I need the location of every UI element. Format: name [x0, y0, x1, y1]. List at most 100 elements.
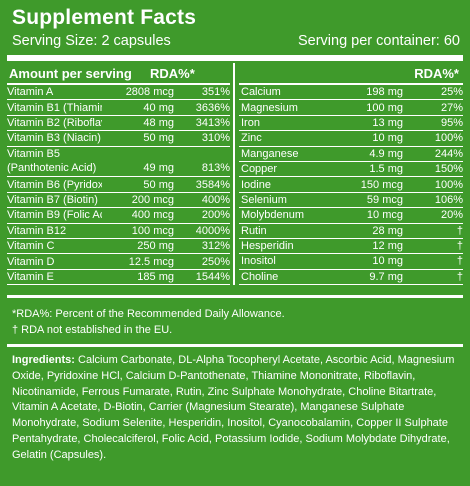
ingredients-section: Ingredients: Calcium Carbonate, DL-Alpha… — [7, 344, 463, 464]
table-row: Vitamin B3 (Niacin) 50 mg 310% — [7, 131, 230, 147]
nutrient-amount: 9.7 mg — [369, 270, 403, 283]
nutrient-name: Vitamin A — [7, 86, 54, 99]
table-row: Zinc 10 mg 100% — [239, 131, 463, 147]
nutrient-rda: 1544% — [195, 270, 230, 283]
section-divider — [7, 295, 463, 299]
footnote-rda: *RDA%: Percent of the Recommended Daily … — [12, 308, 285, 321]
row-second-line: (Panthotenic Acid) 49 mg 813% — [7, 161, 230, 175]
nutrient-name: Copper — [241, 163, 278, 176]
nutrient-name: Zinc — [241, 132, 262, 145]
nutrient-amount: 10 mg — [372, 255, 403, 268]
right-rda-header: RDA%* — [414, 65, 459, 81]
nutrient-amount: 12.5 mcg — [128, 255, 174, 268]
table-row: Vitamin C 250 mg 312% — [7, 239, 230, 255]
table-row: Vitamin B7 (Biotin) 200 mcg 400% — [7, 193, 230, 209]
nutrient-name: Vitamin B2 (Riboflavin) — [7, 116, 102, 129]
nutrient-rda: 200% — [201, 209, 230, 222]
nutrient-rda: 95% — [440, 116, 463, 129]
nutrient-amount: 12 mg — [372, 240, 403, 253]
nutrient-rda: 250% — [201, 255, 230, 268]
table-row: Vitamin B1 (Thiamine) 40 mg 3636% — [7, 100, 230, 116]
nutrient-name: Vitamin B1 (Thiamine) — [7, 101, 102, 114]
nutrient-amount: 2808 mcg — [125, 86, 174, 99]
nutrient-rda: 150% — [434, 163, 463, 176]
nutrient-rda: 3413% — [195, 116, 230, 129]
table-row: Vitamin B2 (Riboflavin) 48 mg 3413% — [7, 116, 230, 132]
nutrient-amount: 4.9 mg — [369, 147, 403, 160]
nutrient-name: Vitamin C — [7, 240, 55, 253]
nutrient-name: Vitamin B7 (Biotin) — [7, 193, 98, 206]
nutrient-rda: 27% — [440, 101, 463, 114]
nutrient-amount: 400 mcg — [131, 209, 174, 222]
nutrient-rda: 310% — [201, 132, 230, 145]
thick-divider — [7, 55, 463, 61]
nutrient-amount: 250 mg — [137, 240, 174, 253]
table-row: Hesperidin 12 mg † — [239, 239, 463, 255]
table-row: Molybdenum 10 mcg 20% — [239, 208, 463, 224]
nutrient-rda: † — [456, 255, 463, 268]
amount-per-serving-label: Amount per serving — [9, 65, 132, 81]
table-row: Vitamin A 2808 mcg 351% — [7, 85, 230, 101]
servings-per-container: Serving per container: 60 — [297, 33, 460, 49]
table-row: Vitamin B5 (Panthotenic Acid) 49 mg 813% — [7, 147, 230, 178]
nutrient-amount: 100 mg — [366, 101, 403, 114]
table-row: Copper 1.5 mg 150% — [239, 162, 463, 178]
table-row: Calcium 198 mg 25% — [239, 85, 463, 101]
nutrient-rda: 244% — [434, 147, 463, 160]
left-rda-header: RDA%* — [150, 65, 195, 81]
table-row: Manganese 4.9 mg 244% — [239, 147, 463, 162]
nutrient-name: Vitamin B3 (Niacin) — [7, 132, 101, 145]
nutrient-name: Vitamin B9 (Folic Acid) — [7, 209, 102, 222]
table-row: Iodine 150 mcg 100% — [239, 177, 463, 193]
nutrient-name: Vitamin D — [7, 255, 55, 268]
vitamins-column: Amount per serving RDA%* Vitamin A 2808 m… — [7, 63, 235, 286]
nutrient-rda: † — [456, 224, 463, 237]
table-row: Vitamin B6 (Pyridoxine) 50 mg 3584% — [7, 177, 230, 193]
nutrient-rda: 3636% — [195, 101, 230, 114]
table-row: Vitamin E 185 mg 1544% — [7, 270, 230, 286]
nutrient-amount: 13 mg — [372, 116, 403, 129]
right-column-header: RDA%* — [239, 63, 463, 85]
nutrient-rda: 3584% — [195, 178, 230, 191]
nutrient-rda: † — [456, 240, 463, 253]
nutrient-rda: 100% — [434, 132, 463, 145]
nutrient-rda: 813% — [201, 162, 230, 175]
nutrient-name: Choline — [241, 270, 279, 283]
table-row: Inositol 10 mg † — [239, 254, 463, 270]
table-row: Vitamin D 12.5 mcg 250% — [7, 254, 230, 270]
nutrient-rda: 351% — [201, 86, 230, 99]
footnotes: *RDA%: Percent of the Recommended Daily … — [7, 298, 463, 344]
nutrient-rda: 312% — [201, 240, 230, 253]
nutrient-name: Selenium — [241, 193, 287, 206]
nutrient-amount: 40 mg — [143, 101, 174, 114]
nutrient-rda: † — [456, 270, 463, 283]
nutrient-name: Calcium — [241, 86, 281, 99]
table-row: Iron 13 mg 95% — [239, 116, 463, 132]
serving-size: Serving Size: 2 capsules — [12, 33, 171, 49]
nutrient-name: Iodine — [241, 178, 271, 191]
nutrient-name: Iron — [241, 116, 260, 129]
nutrient-name-detail: (Panthotenic Acid) — [7, 162, 97, 175]
nutrient-rda: 20% — [440, 209, 463, 222]
nutrient-rda: 400% — [201, 193, 230, 206]
nutrient-rda: 100% — [434, 178, 463, 191]
nutrient-name: Vitamin E — [7, 270, 54, 283]
nutrient-amount: 49 mg — [143, 162, 174, 175]
nutrient-amount: 59 mcg — [366, 193, 403, 206]
table-row: Vitamin B9 (Folic Acid) 400 mcg 200% — [7, 208, 230, 224]
nutrient-name: Vitamin B6 (Pyridoxine) — [7, 178, 102, 191]
nutrient-name: Vitamin B12 — [7, 224, 67, 237]
nutrient-amount: 10 mcg — [366, 209, 403, 222]
nutrient-amount: 28 mg — [372, 224, 403, 237]
minerals-column: RDA%* Calcium 198 mg 25% Magnesium 100 mg 27%… — [235, 63, 463, 286]
nutrient-amount: 10 mg — [372, 132, 403, 145]
mineral-rows: Calcium 198 mg 25% Magnesium 100 mg 27% Iron 13… — [239, 85, 463, 286]
nutrient-rda: 4000% — [195, 224, 230, 237]
row-name-stack: Vitamin B5 (Panthotenic Acid) 49 mg 813% — [7, 147, 230, 175]
table-row: Rutin 28 mg † — [239, 224, 463, 239]
nutrient-rda: 25% — [440, 86, 463, 99]
nutrient-table: Amount per serving RDA%* Vitamin A 2808 m… — [7, 63, 463, 286]
nutrient-name: Molybdenum — [241, 209, 304, 222]
nutrient-amount: 150 mcg — [360, 178, 403, 191]
